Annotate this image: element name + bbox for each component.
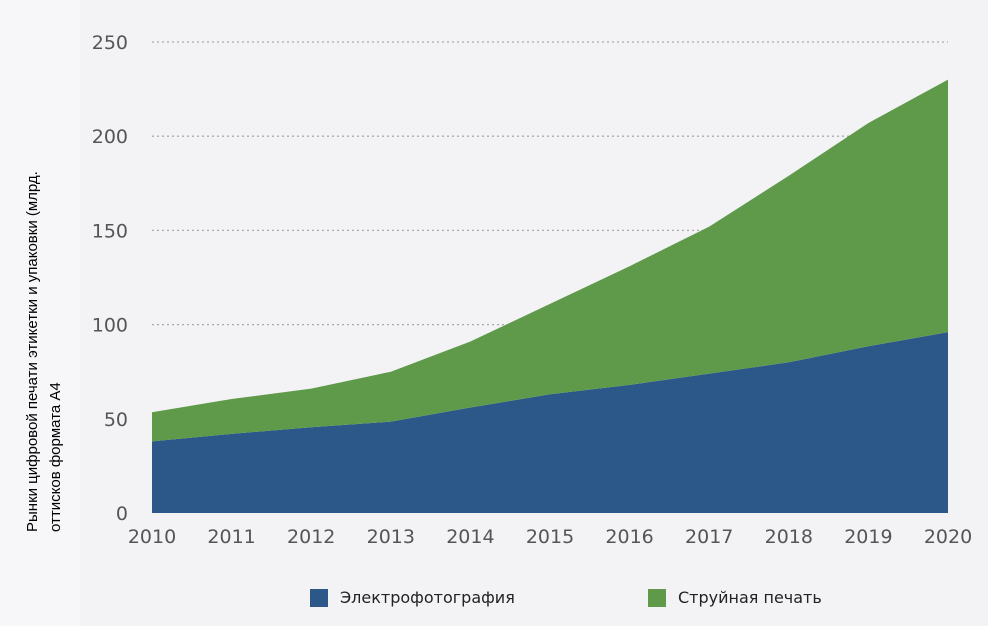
area-series-1 <box>152 79 948 442</box>
x-tick-label: 2010 <box>128 526 176 548</box>
area-series-0 <box>152 332 948 513</box>
y-tick-label: 0 <box>116 503 128 525</box>
x-tick-label: 2014 <box>446 526 494 548</box>
x-tick-label: 2020 <box>924 526 972 548</box>
y-tick-label: 50 <box>104 409 128 431</box>
legend-label: Струйная печать <box>678 588 822 607</box>
x-tick-label: 2017 <box>685 526 733 548</box>
x-tick-label: 2016 <box>605 526 653 548</box>
legend-swatch-green <box>648 588 666 607</box>
x-tick-labels: 2010 2011 2012 2013 2014 2015 2016 2017 2018 2019… <box>128 526 972 548</box>
y-tick-label: 100 <box>92 315 128 337</box>
x-tick-label: 2015 <box>526 526 574 548</box>
y-tick-label: 200 <box>92 126 128 148</box>
legend-label: Электрофотография <box>340 588 515 607</box>
y-tick-labels: 0 50 100 150 200 250 <box>92 32 128 525</box>
areas <box>152 79 948 513</box>
x-tick-label: 2019 <box>844 526 892 548</box>
legend-item-inkjet: Струйная печать <box>648 588 822 607</box>
legend-item-electrophotography: Электрофотография <box>310 588 515 607</box>
legend-swatch-blue <box>310 588 328 607</box>
x-tick-label: 2011 <box>207 526 255 548</box>
x-tick-label: 2018 <box>765 526 813 548</box>
y-axis-label-line1: Рынки цифровой печати этикетки и упаковк… <box>24 171 41 532</box>
y-tick-label: 150 <box>92 220 128 242</box>
y-axis-label-line2: оттисков формата А4 <box>47 382 64 532</box>
x-tick-label: 2012 <box>287 526 335 548</box>
y-axis-label-area <box>0 0 80 626</box>
y-tick-label: 250 <box>92 32 128 54</box>
x-tick-label: 2013 <box>367 526 415 548</box>
